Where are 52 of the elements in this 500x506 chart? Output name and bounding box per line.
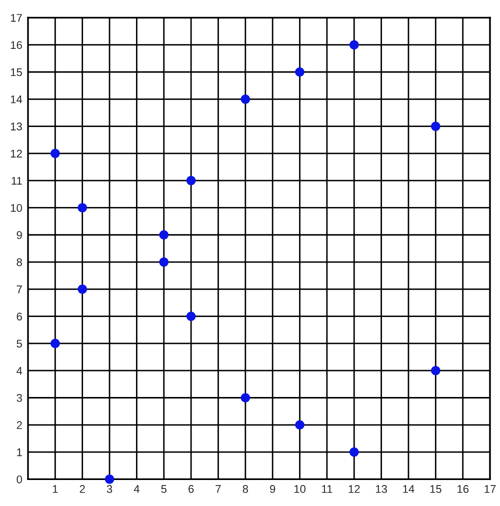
- point: [295, 67, 304, 77]
- point: [159, 230, 169, 240]
- x-tick-label: 17: [484, 485, 496, 493]
- x-tick-label: 5: [161, 485, 167, 493]
- point: [430, 122, 440, 131]
- y-tick-label: 5: [16, 340, 22, 348]
- point: [78, 203, 88, 212]
- y-tick-label: 13: [10, 122, 22, 130]
- point: [430, 366, 440, 376]
- x-tick-label: 1: [52, 485, 58, 493]
- y-tick-label: 8: [16, 258, 22, 266]
- y-tick-label: 1: [17, 448, 22, 456]
- y-tick-label: 10: [10, 204, 22, 212]
- x-tick-label: 14: [403, 485, 414, 493]
- point: [186, 176, 196, 186]
- x-tick-label: 2: [80, 485, 85, 493]
- y-tick-label: 4: [16, 366, 22, 375]
- point: [186, 312, 196, 321]
- x-tick-label: 11: [322, 485, 332, 493]
- y-tick-label: 17: [10, 14, 22, 22]
- x-tick-label: 12: [348, 485, 360, 493]
- y-tick-label: 7: [16, 286, 22, 294]
- point: [104, 474, 114, 484]
- point: [78, 284, 88, 294]
- x-tick-label: 4: [134, 485, 140, 493]
- x-tick-label: 3: [106, 485, 112, 493]
- x-tick-label: 15: [430, 485, 442, 493]
- point: [50, 338, 60, 348]
- point: [349, 40, 359, 50]
- x-tick-label: 7: [216, 485, 221, 493]
- y-tick-label: 12: [10, 150, 22, 158]
- y-tick-label: 11: [12, 176, 22, 185]
- y-tick-label: 9: [16, 231, 22, 240]
- point: [295, 420, 304, 430]
- x-tick-label: 9: [270, 485, 276, 493]
- x-tick-label: 10: [294, 485, 306, 493]
- point: [240, 393, 250, 402]
- point: [240, 94, 250, 104]
- y-tick-label: 0: [16, 475, 22, 484]
- y-tick-label: 3: [16, 394, 22, 402]
- y-tick-label: 14: [10, 96, 22, 104]
- x-tick-label: 16: [457, 485, 469, 493]
- point: [159, 257, 169, 267]
- y-tick-label: 15: [10, 68, 22, 76]
- y-tick-label: 16: [10, 41, 22, 49]
- x-tick-label: 13: [376, 485, 387, 493]
- x-tick-label: 6: [188, 485, 194, 493]
- y-tick-label: 2: [16, 421, 22, 429]
- point: [349, 447, 359, 457]
- point: [50, 148, 60, 158]
- y-tick-label: 6: [16, 312, 22, 320]
- x-tick-label: 8: [242, 485, 248, 493]
